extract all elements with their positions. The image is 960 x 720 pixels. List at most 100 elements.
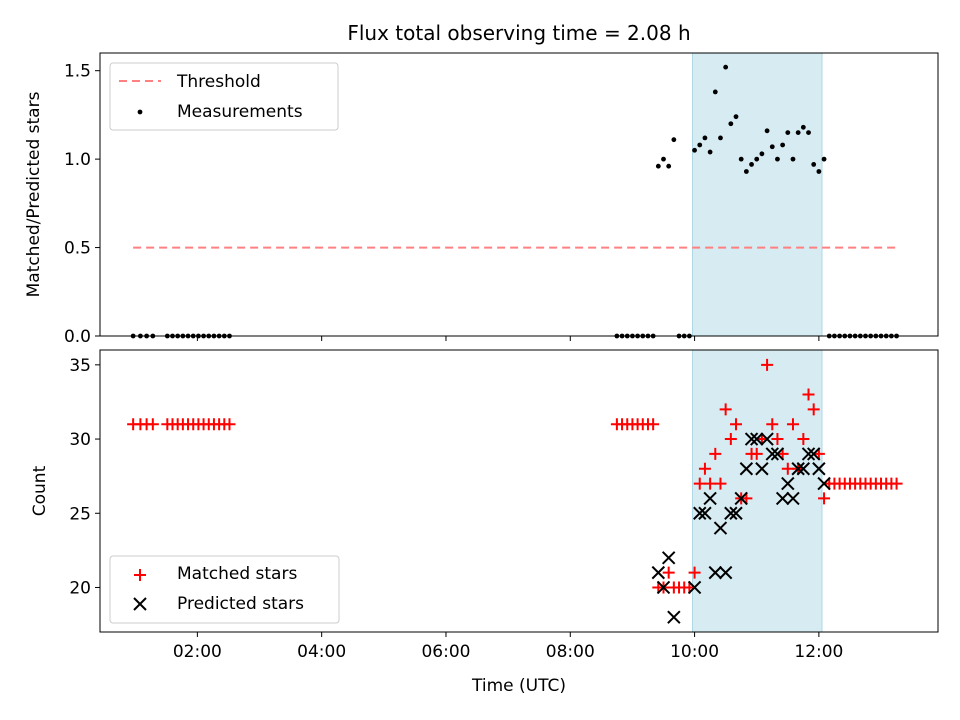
legend-predicted-swatch — [133, 597, 147, 611]
measurement-point — [738, 156, 744, 162]
legend-predicted-label: Predicted stars — [177, 594, 304, 614]
bottom-y-tick-label: 20 — [69, 578, 91, 598]
measurement-point — [764, 128, 770, 134]
measurement-point — [723, 64, 729, 70]
predicted-star-point — [667, 610, 681, 624]
legend-matched-swatch — [134, 569, 146, 581]
matched-star-point — [761, 358, 774, 371]
matched-star-point — [807, 403, 820, 416]
matched-star-point — [730, 418, 743, 431]
measurement-point — [795, 130, 801, 135]
predicted-star-point — [724, 506, 738, 520]
x-tick-label: 12:00 — [794, 642, 843, 662]
measurement-point — [749, 162, 754, 167]
predicted-star-point — [703, 491, 717, 506]
measurement-point — [733, 114, 739, 120]
matched-star-point — [719, 403, 732, 416]
top-y-tick-label: 0.0 — [64, 327, 91, 347]
matched-star-point — [818, 492, 831, 505]
matched-star-point — [698, 462, 711, 475]
matched-star-point — [890, 477, 903, 490]
predicted-star-point — [791, 462, 805, 476]
measurement-point — [702, 135, 708, 141]
measurement-point — [692, 147, 697, 153]
matched-star-point — [797, 433, 810, 446]
predicted-star-point — [786, 491, 800, 506]
predicted-star-point — [729, 506, 743, 520]
predicted-star-point — [775, 491, 790, 506]
predicted-star-point — [708, 565, 723, 580]
bottom-y-tick-label: 25 — [69, 504, 91, 524]
measurement-point — [769, 144, 775, 150]
matched-star-point — [766, 418, 779, 431]
measurement-point — [775, 156, 780, 162]
matched-star-point — [750, 447, 763, 460]
matched-star-point — [688, 566, 701, 579]
measurement-point — [671, 137, 677, 143]
bottom-y-axis-label: Count — [30, 465, 50, 516]
measurement-point — [712, 89, 718, 95]
top-shaded-interval — [692, 52, 823, 337]
predicted-star-point — [812, 462, 826, 476]
measurement-point — [655, 163, 661, 169]
top-y-tick-label: 0.5 — [64, 239, 91, 259]
top-plot-frame — [99, 52, 939, 337]
bottom-legend: Matched stars Predicted stars — [109, 555, 340, 624]
bottom-panel: 20 25 30 35 02:00 04:00 06:00 08:00 10:00 12:00 C… — [30, 349, 939, 696]
measurement-point — [759, 151, 765, 157]
matched-star-point — [146, 418, 159, 431]
matched-star-point — [647, 418, 660, 431]
bottom-legend-box — [109, 555, 340, 624]
x-tick-label: 06:00 — [421, 642, 470, 662]
legend-measurements-label: Measurements — [177, 102, 303, 122]
measurement-point — [790, 156, 796, 162]
x-tick-label: 04:00 — [297, 642, 346, 662]
legend-measurements-swatch — [137, 109, 143, 115]
predicted-star-point — [801, 447, 816, 461]
top-legend-box — [109, 62, 339, 131]
x-axis-label: Time (UTC) — [471, 676, 566, 696]
matched-star-point — [662, 566, 675, 579]
matched-star-point — [786, 418, 799, 431]
matched-star-point — [704, 477, 717, 490]
measurement-point — [816, 169, 822, 174]
top-y-axis-label: Matched/Predicted stars — [24, 91, 44, 297]
matched-star-point — [709, 447, 722, 460]
bottom-y-tick-label: 30 — [69, 430, 91, 450]
measurement-point — [806, 130, 811, 135]
predicted-star-point — [781, 476, 795, 491]
measurement-point — [707, 149, 713, 155]
legend-threshold-label: Threshold — [176, 72, 261, 92]
predicted-star-point — [693, 506, 707, 520]
legend-matched-label: Matched stars — [177, 564, 297, 584]
predicted-star-point — [734, 491, 748, 506]
predicted-star-point — [817, 476, 831, 491]
measurement-point — [728, 121, 734, 127]
predicted-star-point — [651, 565, 666, 580]
matched-star-point — [781, 462, 794, 475]
matched-star-point — [802, 388, 815, 401]
predicted-star-point — [806, 447, 821, 461]
matched-star-point — [223, 418, 236, 431]
predicted-star-point — [770, 447, 785, 461]
measurement-point — [754, 156, 760, 162]
predicted-star-point — [698, 506, 712, 520]
measurement-point — [661, 156, 666, 162]
bottom-y-tick-label: 35 — [69, 356, 91, 376]
x-tick-label: 08:00 — [546, 642, 595, 662]
predicted-star-point — [750, 432, 764, 446]
measurement-point — [666, 163, 672, 169]
top-panel: 0.0 0.5 1.0 1.5 Flux total observing time =… — [24, 21, 939, 347]
top-legend: Threshold Measurements — [109, 62, 339, 131]
bottom-shaded-interval — [692, 349, 823, 633]
measurement-point — [718, 135, 723, 141]
measurement-point — [821, 156, 827, 162]
matched-star-point — [714, 477, 727, 490]
matched-star-point — [771, 433, 784, 446]
measurement-point — [800, 124, 806, 130]
predicted-star-point — [656, 580, 671, 595]
x-tick-label: 10:00 — [670, 642, 719, 662]
predicted-star-point — [718, 565, 733, 580]
bottom-plot-marks — [127, 358, 903, 624]
bottom-axes: 20 25 30 35 02:00 04:00 06:00 08:00 10:00 12:00 — [69, 356, 843, 662]
